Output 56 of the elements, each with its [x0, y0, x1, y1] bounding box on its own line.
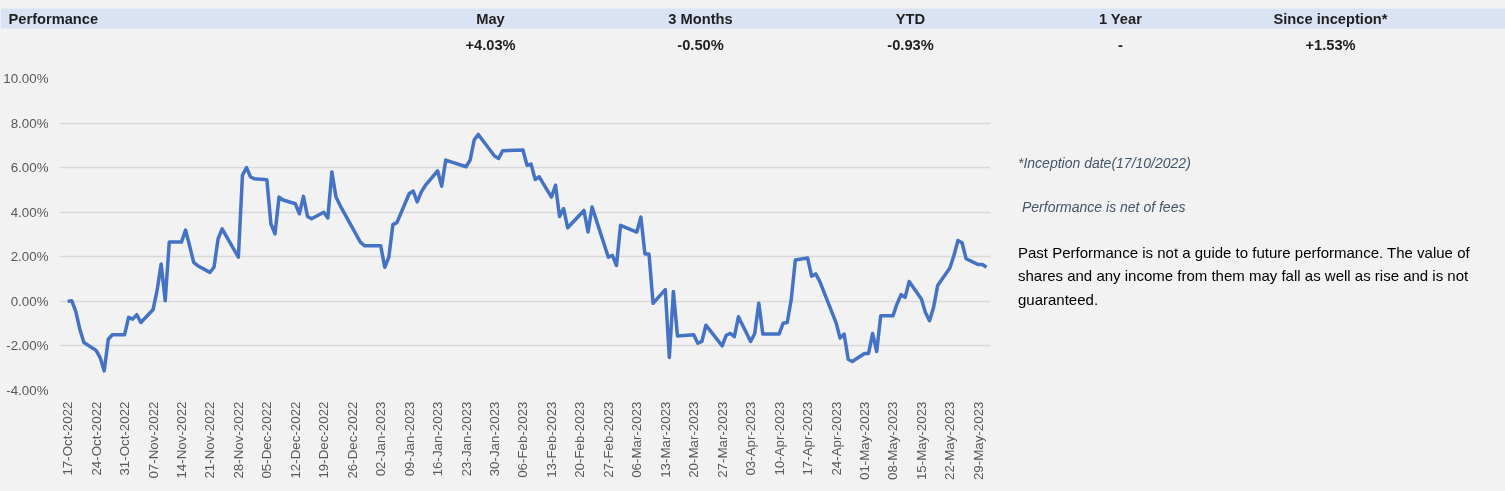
data-label: -0.93% [887, 36, 934, 53]
y-tick-label: 8.00% [10, 115, 49, 131]
x-tick-label: 26-Dec-2022 [344, 401, 360, 479]
category-label: YTD [895, 10, 926, 27]
x-tick-label: 20-Mar-2023 [686, 401, 702, 478]
x-tick-label: 02-Jan-2023 [373, 401, 389, 477]
x-tick-label: 29-May-2023 [970, 401, 986, 481]
text: *Inception date(17/10/2022) [1018, 154, 1192, 173]
y-tick-label: 10.00% [3, 71, 49, 86]
x-tick-label: 12-Dec-2022 [287, 401, 303, 479]
x-tick-label: 22-May-2023 [942, 401, 958, 481]
x-tick-label: 15-May-2023 [913, 401, 929, 481]
x-tick-label: 10-Apr-2023 [771, 401, 787, 476]
x-tick-label: 20-Feb-2023 [572, 401, 588, 478]
x-tick-label: 23-Jan-2023 [458, 401, 474, 477]
x-tick-label: 17-Oct-2022 [60, 401, 76, 476]
x-tick-label: 24-Apr-2023 [828, 401, 844, 476]
category-label: 3 Months [668, 10, 733, 27]
x-tick-label: 06-Mar-2023 [629, 401, 645, 478]
text: Past Performance is not a guide to future performance. The value of shares and any income from them may fall as well as rise and is not guaranteed. [1018, 243, 1471, 310]
text: Performance [8, 10, 99, 27]
x-tick-label: 21-Nov-2022 [202, 401, 218, 479]
x-tick-label: 30-Jan-2023 [487, 401, 503, 477]
text: Performance is net of fees [1021, 198, 1187, 217]
x-tick-label: 16-Jan-2023 [430, 401, 446, 477]
line-series [65, 132, 989, 373]
y-tick-label: 2.00% [10, 249, 49, 265]
x-tick-label: 28-Nov-2022 [230, 401, 246, 479]
x-tick-label: 03-Apr-2023 [743, 401, 759, 476]
x-tick-label: 31-Oct-2022 [117, 401, 133, 476]
y-tick-label: -2.00% [6, 338, 49, 354]
y-tick-label: 0.00% [10, 293, 49, 309]
x-tick-label: 13-Mar-2023 [657, 401, 673, 478]
data-label: +4.03% [465, 36, 516, 53]
y-tick-label: 6.00% [10, 160, 49, 176]
x-tick-label: 17-Apr-2023 [800, 401, 816, 476]
x-tick-label: 14-Nov-2022 [173, 401, 189, 479]
x-tick-label: 19-Dec-2022 [316, 401, 332, 479]
x-tick-label: 06-Feb-2023 [515, 401, 531, 478]
y-tick-label: 4.00% [10, 204, 49, 220]
x-tick-label: 09-Jan-2023 [401, 401, 417, 477]
data-label: +1.53% [1305, 36, 1356, 53]
y-tick-label: -4.00% [6, 383, 49, 398]
x-tick-label: 27-Mar-2023 [714, 401, 730, 478]
category-label: May [476, 10, 506, 27]
x-tick-label: 05-Dec-2022 [259, 401, 275, 479]
x-tick-label: 08-May-2023 [885, 401, 901, 481]
data-label: - [1118, 36, 1124, 53]
data-label: -0.50% [677, 36, 724, 53]
x-tick-label: 07-Nov-2022 [145, 401, 161, 479]
x-tick-label: 01-May-2023 [856, 401, 872, 481]
x-tick-label: 27-Feb-2023 [600, 401, 616, 478]
category-label: Since inception* [1273, 10, 1388, 27]
x-tick-label: 13-Feb-2023 [543, 401, 559, 478]
x-tick-label: 24-Oct-2022 [88, 401, 104, 476]
category-label: 1 Year [1098, 10, 1143, 27]
